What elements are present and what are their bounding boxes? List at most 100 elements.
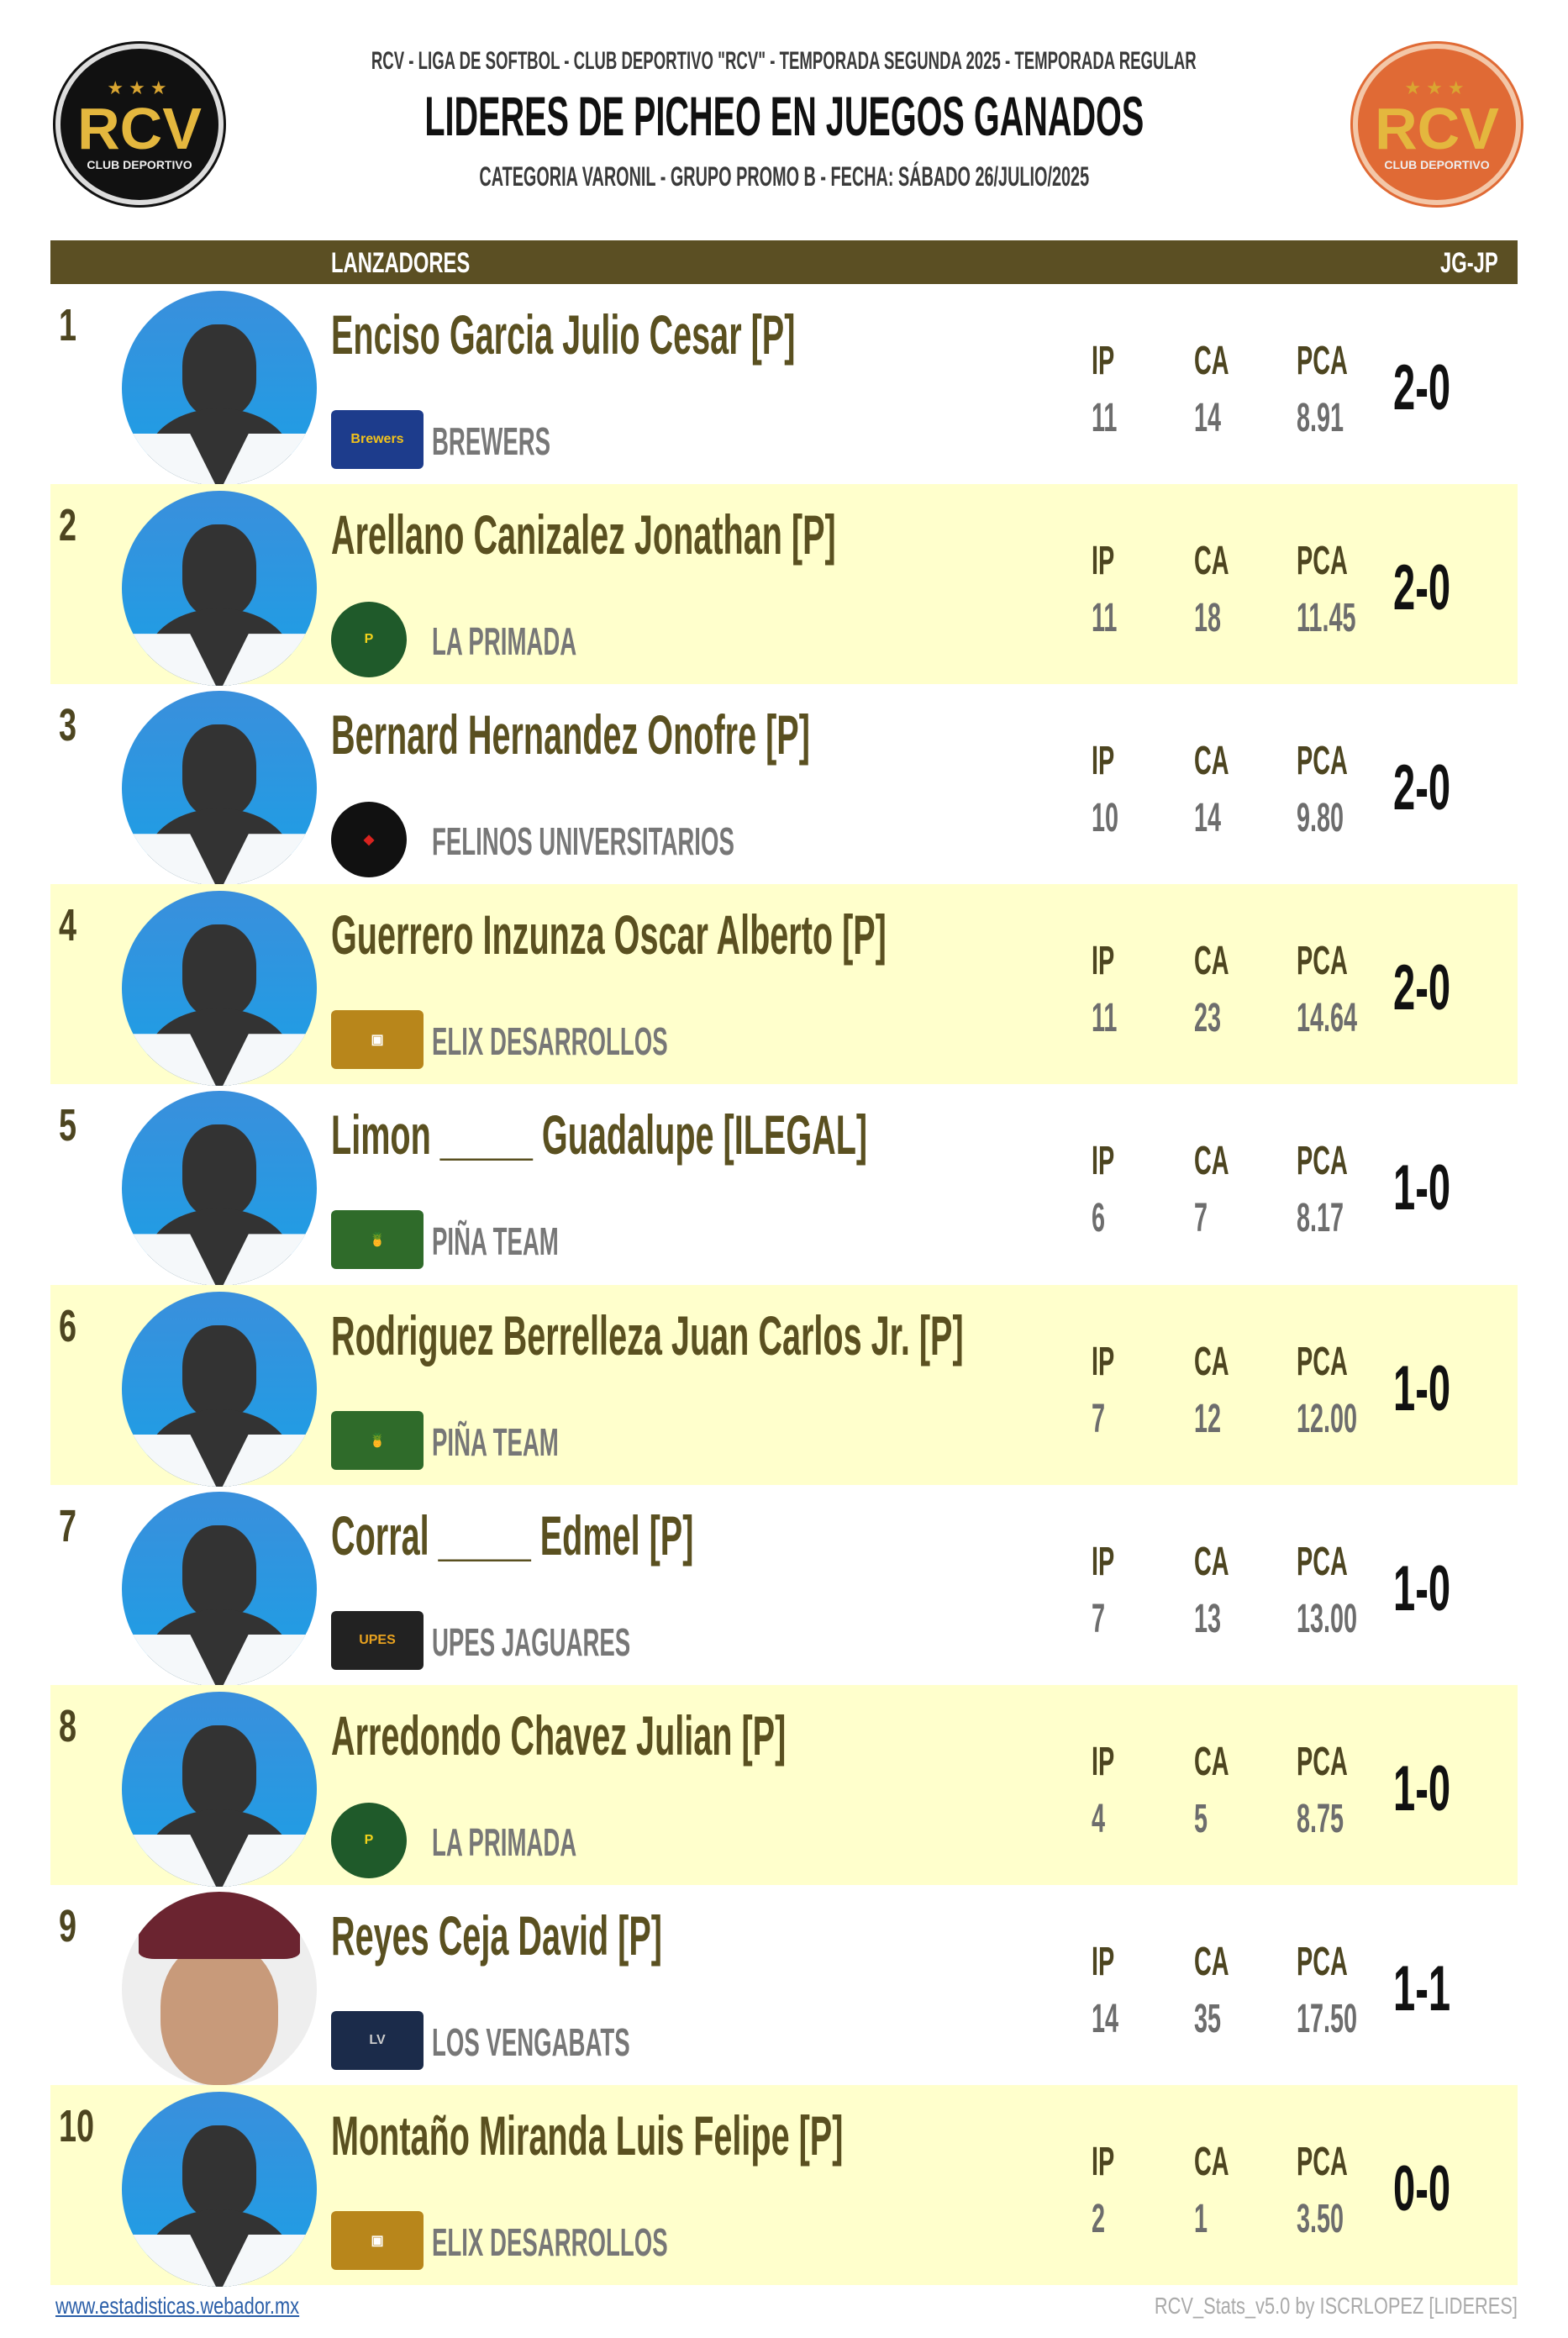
stat-value-pca: 14.64: [1297, 996, 1358, 1041]
stat-value-pca: 9.80: [1297, 796, 1344, 841]
stat-label-pca: PCA: [1297, 1539, 1348, 1584]
stat-value-pca: 11.45: [1297, 596, 1356, 641]
player-name: Arellano Canizalez Jonathan [P]: [331, 503, 836, 566]
leader-row: 3 Bernard Hernandez Onofre [P] ◆ FELINOS…: [50, 684, 1518, 887]
vengabats-logo: LV: [331, 2010, 424, 2070]
stat-label-ip: IP: [1092, 339, 1115, 383]
stat-value-ca: 1: [1194, 2196, 1208, 2241]
avatar-placeholder-icon: [122, 2091, 317, 2287]
elix-logo: ▣: [331, 1010, 424, 1070]
stat-value-ca: 23: [1194, 996, 1222, 1041]
stat-label-ca: CA: [1194, 1539, 1229, 1584]
stat-label-ip: IP: [1092, 539, 1115, 584]
win-loss-record: 2-0: [1393, 552, 1451, 624]
leader-row: 9 Reyes Ceja David [P] LV LOS VENGABATS …: [50, 1885, 1518, 2087]
player-name: Reyes Ceja David [P]: [331, 1904, 662, 1967]
team-name: LA PRIMADA: [432, 1819, 577, 1864]
website-link[interactable]: www.estadisticas.webador.mx: [55, 2293, 300, 2319]
stat-value-ca: 18: [1194, 596, 1222, 641]
stat-value-ip: 7: [1092, 1596, 1106, 1641]
team-name: ELIX DESARROLLOS: [432, 2220, 668, 2264]
rank: 3: [59, 700, 77, 751]
league-line: RCV - LIGA DE SOFTBOL - CLUB DEPORTIVO "…: [371, 47, 1197, 75]
win-loss-record: 1-0: [1393, 1352, 1451, 1424]
stat-label-ca: CA: [1194, 1139, 1229, 1184]
leader-row: 7 Corral _____ Edmel [P] UPES UPES JAGUA…: [50, 1485, 1518, 1687]
avatar-placeholder-icon: [122, 891, 317, 1087]
win-loss-record: 2-0: [1393, 752, 1451, 824]
leader-row: 5 Limon _____ Guadalupe [ILEGAL] 🍍 PIÑA …: [50, 1084, 1518, 1287]
col-record: JG-JP: [1440, 247, 1498, 279]
upes-jaguares-logo: UPES: [331, 1610, 424, 1670]
rank: 1: [59, 300, 77, 350]
player-name: Montaño Miranda Luis Felipe [P]: [331, 2104, 844, 2167]
page-subtitle: CATEGORIA VARONIL - GRUPO PROMO B - FECH…: [479, 161, 1089, 192]
stat-value-pca: 13.00: [1297, 1596, 1358, 1641]
stat-label-ip: IP: [1092, 1739, 1115, 1784]
win-loss-record: 1-0: [1393, 1752, 1451, 1825]
stat-label-ip: IP: [1092, 939, 1115, 984]
stat-label-ca: CA: [1194, 2139, 1229, 2184]
team-name: LA PRIMADA: [432, 619, 577, 664]
player-name: Corral _____ Edmel [P]: [331, 1503, 694, 1567]
player-name: Arredondo Chavez Julian [P]: [331, 1703, 787, 1767]
stat-label-ca: CA: [1194, 539, 1229, 584]
win-loss-record: 1-0: [1393, 1152, 1451, 1224]
stat-value-ca: 35: [1194, 1996, 1222, 2041]
stat-value-ip: 11: [1092, 396, 1118, 440]
stat-label-ca: CA: [1194, 339, 1229, 383]
stat-label-ca: CA: [1194, 1339, 1229, 1384]
player-name: Guerrero Inzunza Oscar Alberto [P]: [331, 903, 887, 966]
leader-row: 8 Arredondo Chavez Julian [P] P LA PRIMA…: [50, 1684, 1518, 1887]
stat-value-ip: 11: [1092, 996, 1118, 1041]
stat-label-ip: IP: [1092, 1139, 1115, 1184]
stat-label-pca: PCA: [1297, 739, 1348, 784]
elix-logo: ▣: [331, 2210, 424, 2270]
stat-value-ip: 7: [1092, 1396, 1106, 1441]
stat-value-ca: 7: [1194, 1196, 1208, 1241]
stat-value-ip: 14: [1092, 1996, 1119, 2041]
stat-label-pca: PCA: [1297, 1739, 1348, 1784]
stat-label-ip: IP: [1092, 1939, 1115, 1984]
team-name: UPES JAGUARES: [432, 1619, 631, 1664]
stat-label-ip: IP: [1092, 739, 1115, 784]
credit-text: RCV_Stats_v5.0 by ISCRLOPEZ [LIDERES]: [1154, 2293, 1518, 2319]
team-name: LOS VENGABATS: [432, 2019, 630, 2064]
leader-row: 2 Arellano Canizalez Jonathan [P] P LA P…: [50, 484, 1518, 687]
stat-label-ca: CA: [1194, 1939, 1229, 1984]
stat-value-ip: 6: [1092, 1196, 1106, 1241]
stat-label-pca: PCA: [1297, 1339, 1348, 1384]
player-name: Rodriguez Berrelleza Juan Carlos Jr. [P]: [331, 1303, 964, 1366]
leader-row: 1 Enciso Garcia Julio Cesar [P] Brewers …: [50, 284, 1518, 486]
leader-row: 6 Rodriguez Berrelleza Juan Carlos Jr. […: [50, 1284, 1518, 1487]
player-photo: [122, 1891, 317, 2087]
stat-label-pca: PCA: [1297, 339, 1348, 383]
avatar-placeholder-icon: [122, 1091, 317, 1287]
team-name: PIÑA TEAM: [432, 1219, 559, 1264]
stat-label-ip: IP: [1092, 2139, 1115, 2184]
team-name: FELINOS UNIVERSITARIOS: [432, 819, 734, 864]
table-header: LANZADORES JG-JP: [50, 240, 1518, 284]
la-primada-logo: P: [331, 602, 407, 678]
felinos-logo: ◆: [331, 802, 407, 878]
stat-value-pca: 3.50: [1297, 2196, 1344, 2241]
stat-value-pca: 12.00: [1297, 1396, 1358, 1441]
stat-value-ip: 2: [1092, 2196, 1106, 2241]
stat-label-pca: PCA: [1297, 939, 1348, 984]
stat-label-pca: PCA: [1297, 1139, 1348, 1184]
stat-label-pca: PCA: [1297, 1939, 1348, 1984]
rank: 4: [59, 900, 77, 951]
pina-team-logo: 🍍: [331, 1410, 424, 1470]
stat-value-ip: 10: [1092, 796, 1119, 841]
stat-label-pca: PCA: [1297, 539, 1348, 584]
avatar-placeholder-icon: [122, 1291, 317, 1487]
leader-row: 4 Guerrero Inzunza Oscar Alberto [P] ▣ E…: [50, 884, 1518, 1087]
rank: 10: [59, 2100, 95, 2151]
leader-row: 10 Montaño Miranda Luis Felipe [P] ▣ ELI…: [50, 2084, 1518, 2287]
stat-value-pca: 8.17: [1297, 1196, 1344, 1241]
rank: 9: [59, 1900, 77, 1951]
stat-label-ca: CA: [1194, 939, 1229, 984]
avatar-placeholder-icon: [122, 691, 317, 887]
stat-value-ca: 14: [1194, 396, 1222, 440]
stat-value-pca: 8.91: [1297, 396, 1344, 440]
